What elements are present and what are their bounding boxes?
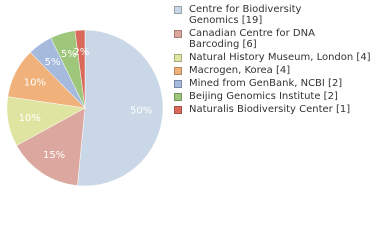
legend: Centre for Biodiversity Genomics [19] Can… (174, 4, 378, 117)
slice-label: 50% (130, 106, 152, 117)
legend-entry: Naturalis Biodiversity Center [1] (174, 104, 378, 115)
pie-slice (16, 107, 86, 186)
pie-slice (74, 29, 86, 109)
slice-label: 5% (45, 57, 61, 68)
slice-label: 5% (61, 49, 77, 60)
pie-slice (77, 29, 164, 187)
legend-entry: Canadian Centre for DNA Barcoding [6] (174, 28, 378, 50)
legend-label: Canadian Centre for DNA Barcoding [6] (189, 28, 315, 50)
legend-entry: Centre for Biodiversity Genomics [19] (174, 4, 378, 26)
legend-label: Macrogen, Korea [4] (189, 65, 291, 76)
slice-label: 15% (43, 150, 65, 161)
legend-swatch (174, 54, 182, 62)
legend-label: Beijing Genomics Institute [2] (189, 91, 338, 102)
legend-entry: Mined from GenBank, NCBI [2] (174, 78, 378, 89)
legend-swatch (174, 93, 182, 101)
legend-label: Natural History Museum, London [4] (189, 52, 371, 63)
legend-swatch (174, 30, 182, 38)
legend-swatch (174, 6, 182, 14)
slice-label: 10% (19, 113, 41, 124)
legend-swatch (174, 106, 182, 114)
legend-label: Naturalis Biodiversity Center [1] (189, 104, 351, 115)
pie-chart: 50%15%10%10%5%5%2% (6, 29, 164, 187)
legend-label: Centre for Biodiversity Genomics [19] (189, 4, 302, 26)
legend-swatch (174, 67, 182, 75)
legend-entry: Natural History Museum, London [4] (174, 52, 378, 63)
legend-swatch (174, 80, 182, 88)
legend-entry: Beijing Genomics Institute [2] (174, 91, 378, 102)
legend-entry: Macrogen, Korea [4] (174, 65, 378, 76)
slice-label: 2% (73, 47, 89, 58)
slice-label: 10% (24, 78, 46, 89)
legend-label: Mined from GenBank, NCBI [2] (189, 78, 343, 89)
